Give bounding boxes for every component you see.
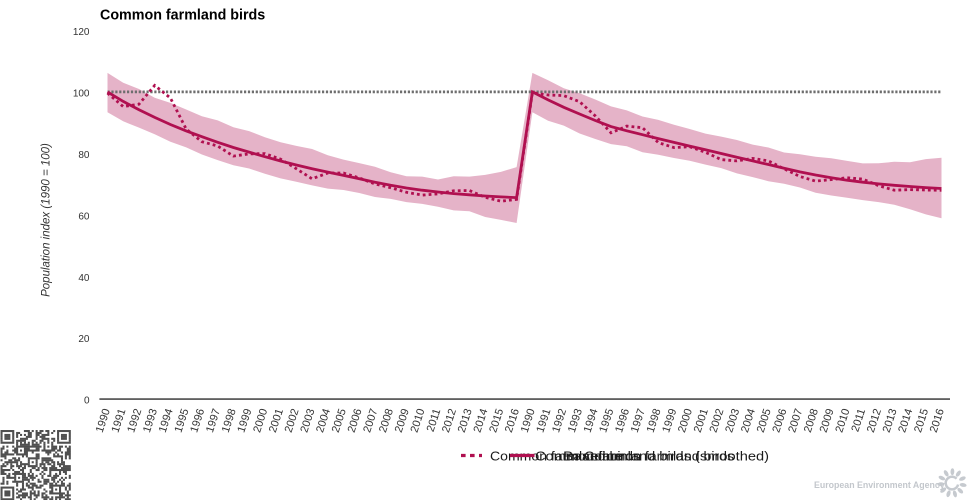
svg-text:Common farmland birds (smoothe: Common farmland birds (smoothed) (535, 448, 769, 463)
svg-text:European Environment Agency: European Environment Agency (814, 480, 945, 490)
svg-text:100: 100 (73, 89, 90, 100)
svg-text:Common farmland birds: Common farmland birds (584, 448, 734, 463)
svg-text:Common farmland birds: Common farmland birds (100, 8, 265, 24)
svg-text:60: 60 (78, 211, 90, 222)
svg-text:120: 120 (73, 27, 90, 38)
svg-text:0: 0 (84, 396, 90, 407)
svg-text:Baseline: Baseline (563, 448, 623, 463)
svg-text:40: 40 (78, 273, 90, 284)
svg-text:20: 20 (78, 334, 90, 345)
svg-text:Population index (1990 = 100): Population index (1990 = 100) (41, 143, 53, 297)
svg-text:Common farmland birds: Common farmland birds (490, 448, 640, 463)
svg-text:80: 80 (78, 150, 90, 161)
